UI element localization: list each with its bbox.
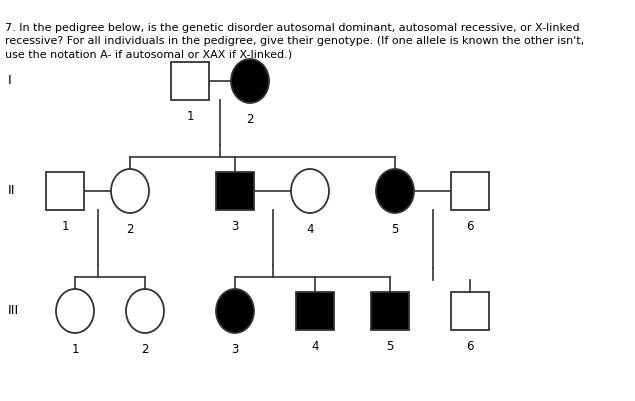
- Ellipse shape: [231, 59, 269, 103]
- Bar: [171, 62, 209, 100]
- Text: 2: 2: [126, 223, 134, 236]
- Bar: [451, 292, 489, 330]
- Text: 3: 3: [231, 343, 239, 356]
- Bar: [296, 292, 334, 330]
- Text: 6: 6: [466, 340, 474, 353]
- Text: 4: 4: [306, 223, 314, 236]
- Ellipse shape: [291, 169, 329, 213]
- Text: use the notation A- if autosomal or XAX if X-linked.): use the notation A- if autosomal or XAX …: [5, 49, 292, 59]
- Text: II: II: [8, 184, 15, 198]
- Text: 2: 2: [246, 113, 254, 126]
- Text: I: I: [8, 75, 12, 87]
- Ellipse shape: [56, 289, 94, 333]
- Text: 3: 3: [231, 220, 239, 233]
- Text: 5: 5: [391, 223, 399, 236]
- Text: 1: 1: [61, 220, 69, 233]
- Bar: [46, 172, 84, 210]
- Bar: [216, 172, 254, 210]
- Text: 1: 1: [186, 110, 194, 123]
- Ellipse shape: [216, 289, 254, 333]
- Text: 1: 1: [71, 343, 79, 356]
- Text: recessive? For all individuals in the pedigree, give their genotype. (If one all: recessive? For all individuals in the pe…: [5, 36, 584, 46]
- Text: 6: 6: [466, 220, 474, 233]
- Bar: [451, 172, 489, 210]
- Text: III: III: [8, 304, 19, 318]
- Ellipse shape: [126, 289, 164, 333]
- Ellipse shape: [111, 169, 149, 213]
- Ellipse shape: [376, 169, 414, 213]
- Text: 2: 2: [141, 343, 149, 356]
- Text: 7. In the pedigree below, is the genetic disorder autosomal dominant, autosomal : 7. In the pedigree below, is the genetic…: [5, 23, 580, 33]
- Text: 4: 4: [311, 340, 319, 353]
- Bar: [371, 292, 409, 330]
- Text: 5: 5: [386, 340, 394, 353]
